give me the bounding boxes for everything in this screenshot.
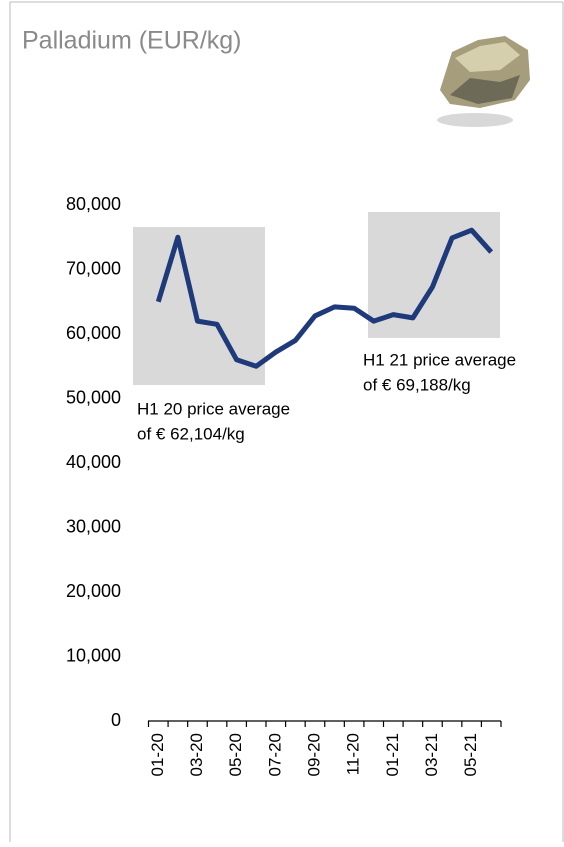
y-tick-label: 10,000 — [66, 645, 121, 665]
h1-21-shade — [368, 212, 500, 338]
y-tick-label: 80,000 — [66, 194, 121, 214]
y-tick-label: 70,000 — [66, 258, 121, 278]
x-tick-label: 03-21 — [422, 733, 441, 776]
x-tick-label: 03-20 — [187, 733, 206, 776]
h1-20-shade — [133, 227, 265, 385]
y-tick-label: 0 — [111, 710, 121, 730]
x-tick-label: 01-21 — [383, 733, 402, 776]
x-tick-label: 05-21 — [461, 733, 480, 776]
annotation: of € 69,188/kg — [363, 375, 471, 394]
y-tick-label: 20,000 — [66, 581, 121, 601]
chart-title: Palladium (EUR/kg) — [22, 27, 242, 55]
annotation: H1 20 price average — [137, 399, 290, 418]
y-tick-label: 50,000 — [66, 387, 121, 407]
x-tick-label: 01-20 — [148, 733, 167, 776]
y-tick-label: 60,000 — [66, 323, 121, 343]
x-tick-label: 09-20 — [304, 733, 323, 776]
y-tick-label: 30,000 — [66, 516, 121, 536]
x-tick-label: 07-20 — [265, 733, 284, 776]
palladium-image — [437, 36, 530, 127]
price-line — [155, 227, 494, 369]
x-tick-label: 05-20 — [226, 733, 245, 776]
annotation: of € 62,104/kg — [137, 424, 245, 443]
x-tick-label: 11-20 — [344, 733, 363, 775]
annotation: H1 21 price average — [363, 350, 516, 369]
y-tick-label: 40,000 — [66, 452, 121, 472]
